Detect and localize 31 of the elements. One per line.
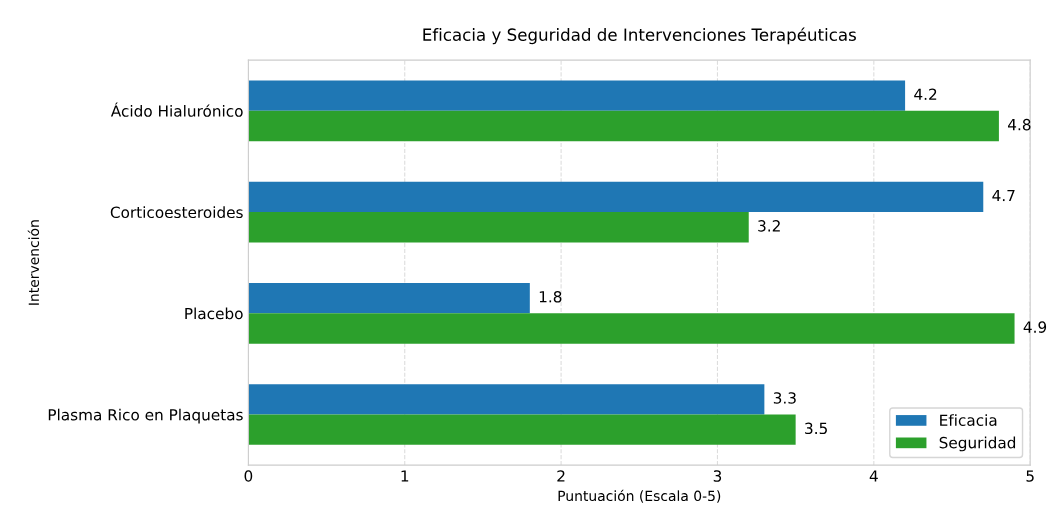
bar <box>248 384 765 415</box>
data-label: 3.5 <box>805 422 827 435</box>
bar <box>248 181 984 213</box>
data-label: 1.8 <box>539 290 562 303</box>
chart-title: Eficacia y Seguridad de Intervenciones Terapéuticas <box>423 27 856 45</box>
y-tick-label: Placebo <box>185 307 243 320</box>
data-label: 4.8 <box>1007 118 1031 131</box>
y-axis-title: Intervención <box>27 220 40 305</box>
x-tick-label: 4 <box>869 470 878 482</box>
legend-label: Eficacia <box>940 414 997 426</box>
bar <box>248 80 906 111</box>
data-label: 4.7 <box>992 189 1015 202</box>
x-tick-label: 1 <box>401 470 409 482</box>
bar <box>248 282 530 314</box>
data-label: 3.2 <box>758 220 780 232</box>
x-tick-label: 3 <box>713 470 722 482</box>
data-label: 3.3 <box>773 392 796 404</box>
data-label: 4.9 <box>1023 321 1047 333</box>
bar <box>248 212 749 243</box>
x-axis-title: Puntuación (Escala 0-5) <box>558 489 721 503</box>
y-tick-label: Corticoesteroides <box>110 206 243 219</box>
bar <box>248 313 1015 344</box>
legend-label: Seguridad <box>939 436 1016 452</box>
x-tick-label: 0 <box>244 470 253 482</box>
x-tick-label: 5 <box>1026 470 1034 482</box>
y-tick-label: Ácido Hialurónico <box>110 102 243 117</box>
x-tick-label: 2 <box>557 470 565 482</box>
bar <box>248 110 999 142</box>
y-tick-label: Plasma Rico en Plaquetas <box>48 408 243 424</box>
data-label: 4.2 <box>914 88 937 100</box>
bar <box>248 414 796 445</box>
